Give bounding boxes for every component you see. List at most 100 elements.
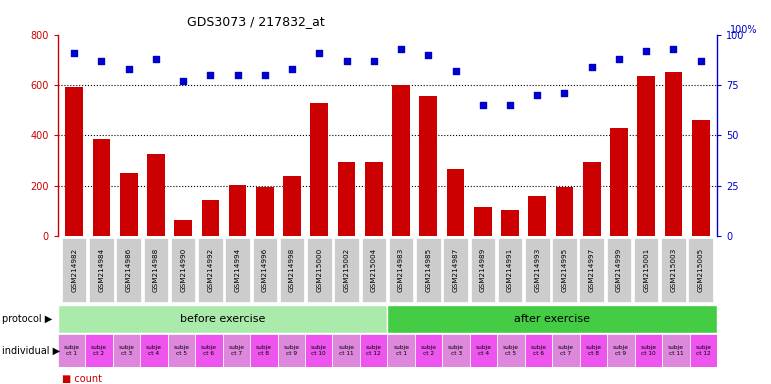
- Point: [231, 72, 244, 78]
- Text: subje
ct 9: subje ct 9: [613, 345, 629, 356]
- FancyBboxPatch shape: [498, 237, 522, 302]
- Bar: [93, 139, 110, 236]
- Bar: [580, 334, 607, 367]
- FancyBboxPatch shape: [116, 237, 141, 302]
- Point: [613, 56, 625, 62]
- Text: GSM214995: GSM214995: [561, 248, 567, 292]
- FancyBboxPatch shape: [143, 237, 168, 302]
- Text: after exercise: after exercise: [514, 314, 591, 324]
- Text: GSM214996: GSM214996: [262, 248, 268, 292]
- Point: [368, 58, 380, 64]
- Point: [96, 58, 108, 64]
- FancyBboxPatch shape: [689, 237, 713, 302]
- Text: GSM214994: GSM214994: [234, 248, 241, 292]
- Text: subje
ct 12: subje ct 12: [365, 345, 382, 356]
- Text: subje
ct 2: subje ct 2: [421, 345, 436, 356]
- Bar: [283, 176, 301, 236]
- Text: GSM214990: GSM214990: [180, 248, 186, 292]
- FancyBboxPatch shape: [525, 237, 550, 302]
- Bar: [474, 207, 492, 236]
- Point: [150, 56, 162, 62]
- FancyBboxPatch shape: [89, 237, 113, 302]
- FancyBboxPatch shape: [607, 237, 631, 302]
- Text: GSM215005: GSM215005: [698, 248, 704, 292]
- Bar: [446, 169, 464, 236]
- Text: subje
ct 8: subje ct 8: [256, 345, 272, 356]
- Text: GSM214999: GSM214999: [616, 248, 622, 292]
- Point: [585, 64, 598, 70]
- Text: individual ▶: individual ▶: [2, 346, 59, 356]
- Text: GSM214984: GSM214984: [99, 248, 104, 292]
- Bar: [610, 128, 628, 236]
- Text: GSM214997: GSM214997: [589, 248, 594, 292]
- Bar: [501, 210, 519, 236]
- Point: [341, 58, 353, 64]
- Bar: [86, 334, 113, 367]
- FancyBboxPatch shape: [552, 237, 577, 302]
- Text: subje
ct 7: subje ct 7: [558, 345, 574, 356]
- Bar: [113, 334, 140, 367]
- Bar: [638, 76, 655, 236]
- FancyBboxPatch shape: [443, 237, 468, 302]
- Bar: [58, 334, 86, 367]
- Text: GSM215004: GSM215004: [371, 248, 377, 292]
- Bar: [120, 173, 137, 236]
- Bar: [387, 305, 717, 333]
- Text: subje
ct 4: subje ct 4: [146, 345, 162, 356]
- Text: subje
ct 8: subje ct 8: [585, 345, 601, 356]
- Bar: [229, 184, 247, 236]
- Point: [531, 92, 544, 98]
- Bar: [692, 120, 709, 236]
- Point: [503, 102, 516, 108]
- Point: [476, 102, 489, 108]
- Text: GSM215000: GSM215000: [316, 248, 322, 292]
- Point: [395, 46, 407, 52]
- Text: protocol ▶: protocol ▶: [2, 314, 52, 324]
- Text: GSM214998: GSM214998: [289, 248, 295, 292]
- FancyBboxPatch shape: [225, 237, 250, 302]
- Point: [259, 72, 271, 78]
- Bar: [635, 334, 662, 367]
- Text: GSM214991: GSM214991: [507, 248, 513, 292]
- Text: subje
ct 3: subje ct 3: [119, 345, 134, 356]
- Bar: [147, 154, 165, 236]
- Text: subje
ct 3: subje ct 3: [448, 345, 464, 356]
- FancyBboxPatch shape: [580, 237, 604, 302]
- Text: GSM214982: GSM214982: [71, 248, 77, 292]
- Point: [313, 50, 325, 56]
- Text: subje
ct 1: subje ct 1: [393, 345, 409, 356]
- Bar: [443, 334, 470, 367]
- Bar: [470, 334, 497, 367]
- Text: GSM214988: GSM214988: [153, 248, 159, 292]
- Text: subje
ct 12: subje ct 12: [695, 345, 712, 356]
- Bar: [528, 196, 546, 236]
- Text: GSM214983: GSM214983: [398, 248, 404, 292]
- Bar: [332, 334, 360, 367]
- FancyBboxPatch shape: [634, 237, 658, 302]
- FancyBboxPatch shape: [253, 237, 277, 302]
- Bar: [525, 334, 552, 367]
- Bar: [387, 334, 415, 367]
- Text: subje
ct 11: subje ct 11: [668, 345, 684, 356]
- Bar: [415, 334, 443, 367]
- Point: [286, 66, 298, 72]
- Bar: [392, 85, 410, 236]
- Text: subje
ct 10: subje ct 10: [641, 345, 656, 356]
- Text: GSM215003: GSM215003: [671, 248, 676, 292]
- Text: subje
ct 7: subje ct 7: [228, 345, 244, 356]
- Bar: [689, 334, 717, 367]
- Bar: [174, 220, 192, 236]
- Point: [177, 78, 190, 84]
- Text: ■ count: ■ count: [62, 374, 102, 384]
- Bar: [305, 334, 332, 367]
- Point: [640, 48, 652, 54]
- Bar: [665, 72, 682, 236]
- Bar: [556, 187, 574, 236]
- Bar: [256, 187, 274, 236]
- Bar: [497, 334, 525, 367]
- Text: GSM215001: GSM215001: [643, 248, 649, 292]
- Text: subje
ct 5: subje ct 5: [503, 345, 519, 356]
- Bar: [583, 162, 601, 236]
- Bar: [365, 162, 382, 236]
- Text: GSM214986: GSM214986: [126, 248, 132, 292]
